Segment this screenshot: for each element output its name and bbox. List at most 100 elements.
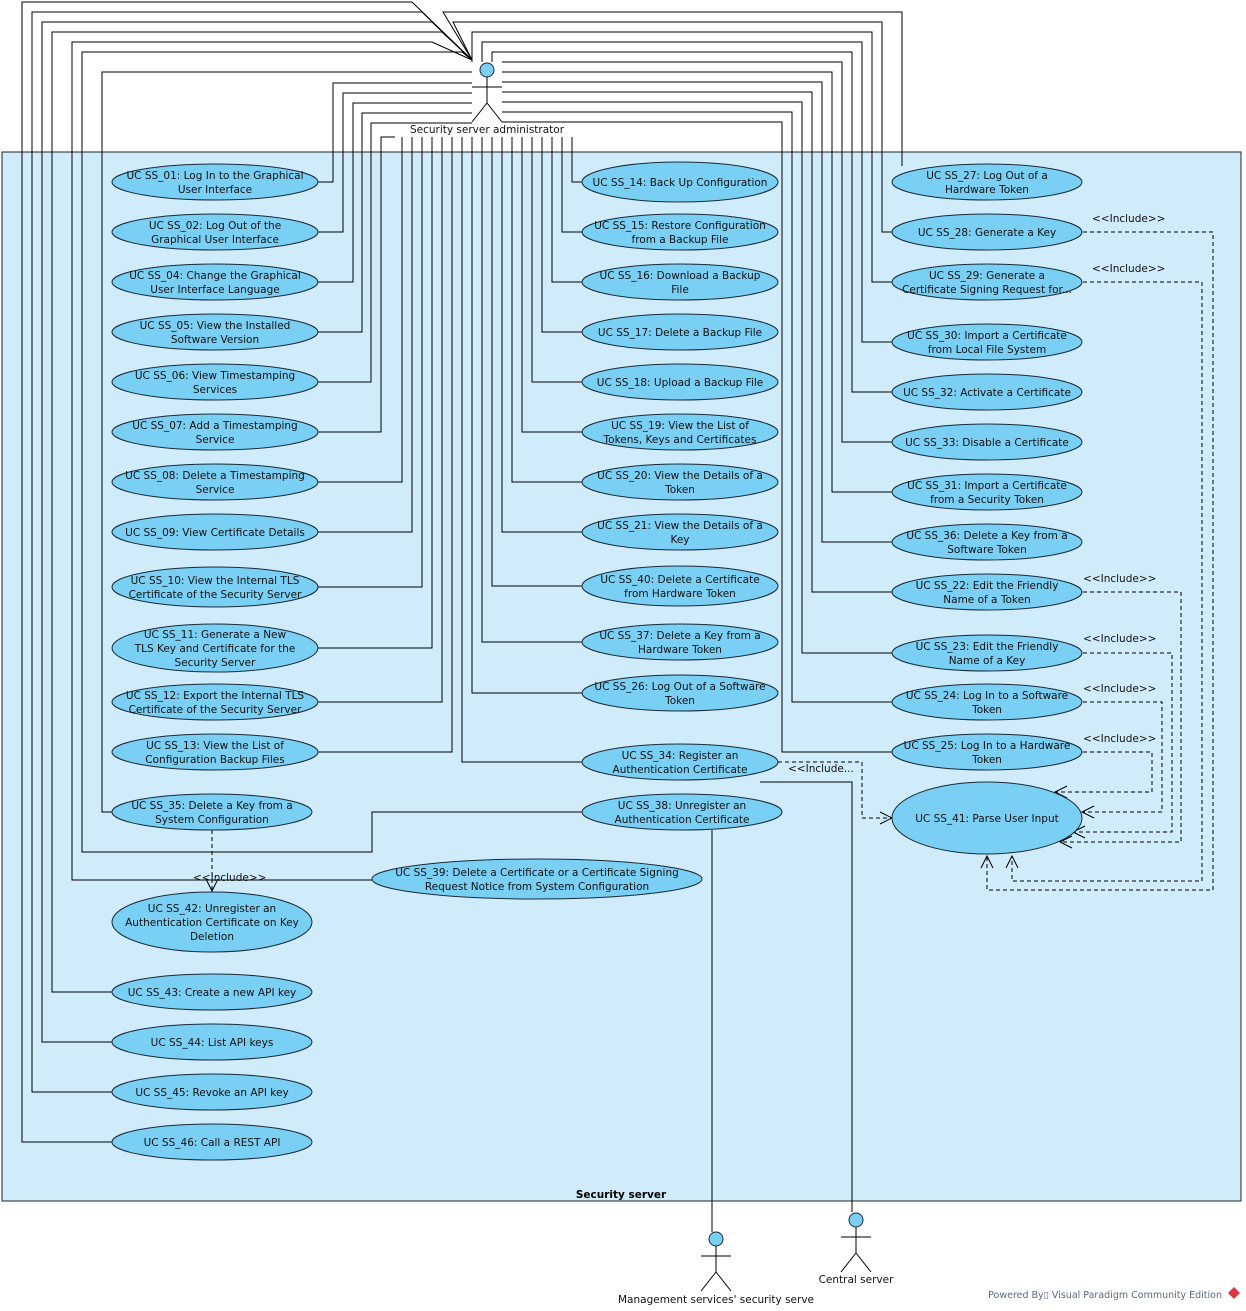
use-case-ss-35[interactable]: UC SS_35: Delete a Key from a System Conf… bbox=[111, 793, 313, 831]
use-case-ellipse[interactable] bbox=[111, 891, 313, 953]
use-case-ellipse[interactable] bbox=[581, 463, 779, 501]
use-case-ss-15[interactable]: UC SS_15: Restore Configuration from a Ba… bbox=[581, 213, 779, 251]
use-case-ss-04[interactable]: UC SS_04: Change the Graphical User Inter… bbox=[111, 263, 319, 301]
use-case-ellipse[interactable] bbox=[581, 363, 779, 401]
use-case-ss-21[interactable]: UC SS_21: View the Details of a Key bbox=[581, 513, 779, 551]
use-case-ellipse[interactable] bbox=[581, 674, 779, 712]
use-case-ss-37[interactable]: UC SS_37: Delete a Key from a Hardware To… bbox=[581, 623, 779, 661]
use-case-ellipse[interactable] bbox=[111, 793, 313, 831]
association-ss14[interactable] bbox=[571, 137, 582, 183]
use-case-ellipse[interactable] bbox=[581, 513, 779, 551]
association-ss40[interactable] bbox=[491, 137, 582, 587]
use-case-ss-30[interactable]: UC SS_30: Import a Certificate from Local… bbox=[891, 323, 1083, 361]
association-ss43[interactable] bbox=[51, 31, 473, 993]
use-case-ss-34[interactable]: UC SS_34: Register an Authentication Cert… bbox=[581, 743, 779, 781]
use-case-ellipse[interactable] bbox=[111, 163, 319, 201]
use-case-ellipse[interactable] bbox=[891, 683, 1083, 721]
association-ss31[interactable] bbox=[502, 71, 892, 493]
actor-management-services-security-server[interactable] bbox=[700, 1231, 732, 1292]
use-case-ellipse[interactable] bbox=[891, 213, 1083, 251]
use-case-ss-46[interactable]: UC SS_46: Call a REST API bbox=[111, 1123, 313, 1161]
use-case-ss-18[interactable]: UC SS_18: Upload a Backup File bbox=[581, 363, 779, 401]
include-ss22-ss41[interactable] bbox=[1060, 591, 1182, 843]
association-ss35[interactable] bbox=[101, 71, 472, 813]
use-case-ellipse[interactable] bbox=[891, 473, 1083, 511]
use-case-ellipse[interactable] bbox=[581, 213, 779, 251]
use-case-ss-06[interactable]: UC SS_06: View Timestamping Services bbox=[111, 363, 319, 401]
use-case-ellipse[interactable] bbox=[891, 373, 1083, 411]
association-ss19[interactable] bbox=[521, 137, 582, 433]
use-case-ellipse[interactable] bbox=[891, 573, 1083, 611]
association-ss23[interactable] bbox=[502, 101, 892, 654]
association-ss02[interactable] bbox=[318, 92, 472, 233]
actor-security-server-administrator[interactable] bbox=[471, 62, 503, 123]
use-case-ss-07[interactable]: UC SS_07: Add a Timestamping Service bbox=[111, 413, 319, 451]
association-ss13[interactable] bbox=[318, 137, 453, 753]
use-case-ellipse[interactable] bbox=[111, 213, 319, 251]
use-case-ellipse[interactable] bbox=[111, 973, 313, 1011]
use-case-ellipse[interactable] bbox=[581, 793, 783, 831]
use-case-ss-45[interactable]: UC SS_45: Revoke an API key bbox=[111, 1073, 313, 1111]
association-ss26[interactable] bbox=[471, 137, 582, 694]
use-case-ellipse[interactable] bbox=[581, 161, 779, 203]
association-ss22[interactable] bbox=[502, 91, 892, 593]
use-case-ellipse[interactable] bbox=[111, 413, 319, 451]
use-case-ellipse[interactable] bbox=[581, 743, 779, 781]
use-case-ss-25[interactable]: UC SS_25: Log In to a Hardware Token bbox=[891, 733, 1083, 771]
association-ss01[interactable] bbox=[318, 82, 472, 183]
use-case-ss-36[interactable]: UC SS_36: Delete a Key from a Software To… bbox=[891, 523, 1083, 561]
use-case-ss-38[interactable]: UC SS_38: Unregister an Authentication Ce… bbox=[581, 793, 783, 831]
use-case-ss-14[interactable]: UC SS_14: Back Up Configuration bbox=[581, 161, 779, 203]
use-case-ss-16[interactable]: UC SS_16: Download a Backup File bbox=[581, 263, 779, 301]
use-case-ellipse[interactable] bbox=[581, 413, 779, 451]
association-ss15[interactable] bbox=[561, 137, 582, 233]
use-case-ss-17[interactable]: UC SS_17: Delete a Backup File bbox=[581, 313, 779, 351]
use-case-ss-10[interactable]: UC SS_10: View the Internal TLS Certifica… bbox=[111, 566, 319, 608]
association-ss21[interactable] bbox=[501, 137, 582, 533]
association-ss17[interactable] bbox=[541, 137, 582, 333]
use-case-ellipse[interactable] bbox=[581, 565, 779, 607]
use-case-ellipse[interactable] bbox=[111, 513, 319, 551]
use-case-ss-41[interactable]: UC SS_41: Parse User Input bbox=[891, 781, 1083, 855]
use-case-ellipse[interactable] bbox=[111, 623, 319, 673]
association-ss16[interactable] bbox=[551, 137, 582, 283]
use-case-ellipse[interactable] bbox=[111, 263, 319, 301]
actor-central-server[interactable] bbox=[840, 1212, 872, 1273]
association-ss05[interactable] bbox=[318, 112, 472, 333]
use-case-ss-13[interactable]: UC SS_13: View the List of Configuration … bbox=[111, 733, 319, 771]
include-ss29-ss41[interactable] bbox=[1011, 281, 1203, 882]
use-case-ellipse[interactable] bbox=[581, 623, 779, 661]
use-case-ss-28[interactable]: UC SS_28: Generate a Key bbox=[891, 213, 1083, 251]
association-ss09[interactable] bbox=[318, 137, 413, 533]
use-case-ss-42[interactable]: UC SS_42: Unregister an Authentication Ce… bbox=[111, 891, 313, 953]
use-case-ellipse[interactable] bbox=[891, 733, 1083, 771]
use-case-ss-32[interactable]: UC SS_32: Activate a Certificate bbox=[891, 373, 1083, 411]
use-case-ss-26[interactable]: UC SS_26: Log Out of a Software Token bbox=[581, 674, 779, 712]
use-case-ss-39[interactable]: UC SS_39: Delete a Certificate or a Cert… bbox=[371, 858, 703, 900]
use-case-ellipse[interactable] bbox=[111, 463, 319, 501]
use-case-ellipse[interactable] bbox=[111, 566, 319, 608]
use-case-ss-24[interactable]: UC SS_24: Log In to a Software Token bbox=[891, 683, 1083, 721]
association-central-ss34[interactable] bbox=[760, 781, 853, 1212]
use-case-ellipse[interactable] bbox=[891, 323, 1083, 361]
association-ss29[interactable] bbox=[471, 31, 892, 283]
use-case-ss-23[interactable]: UC SS_23: Edit the Friendly Name of a Key bbox=[891, 634, 1083, 672]
use-case-ellipse[interactable] bbox=[891, 423, 1083, 461]
use-case-ss-27[interactable]: UC SS_27: Log Out of a Hardware Token bbox=[891, 163, 1083, 201]
association-ss10[interactable] bbox=[318, 137, 423, 588]
use-case-ss-29[interactable]: UC SS_29: Generate a Certificate Signing … bbox=[891, 263, 1083, 301]
include-ss34-ss41[interactable] bbox=[778, 761, 892, 819]
association-ss34[interactable] bbox=[461, 137, 582, 763]
use-case-ss-05[interactable]: UC SS_05: View the Installed Software Ver… bbox=[111, 313, 319, 351]
use-case-ss-12[interactable]: UC SS_12: Export the Internal TLS Certifi… bbox=[111, 683, 319, 721]
include-ss24-ss41[interactable] bbox=[1082, 701, 1163, 813]
use-case-ellipse[interactable] bbox=[111, 1023, 313, 1061]
association-ss36[interactable] bbox=[502, 81, 892, 543]
use-case-ss-08[interactable]: UC SS_08: Delete a Timestamping Service bbox=[111, 463, 319, 501]
include-ss25-ss41[interactable] bbox=[1055, 751, 1153, 793]
association-ss11[interactable] bbox=[318, 137, 433, 649]
use-case-ellipse[interactable] bbox=[581, 263, 779, 301]
association-ss32[interactable] bbox=[491, 51, 892, 393]
association-ss39[interactable] bbox=[71, 41, 473, 881]
use-case-ss-19[interactable]: UC SS_19: View the List of Tokens, Keys a… bbox=[581, 413, 779, 451]
